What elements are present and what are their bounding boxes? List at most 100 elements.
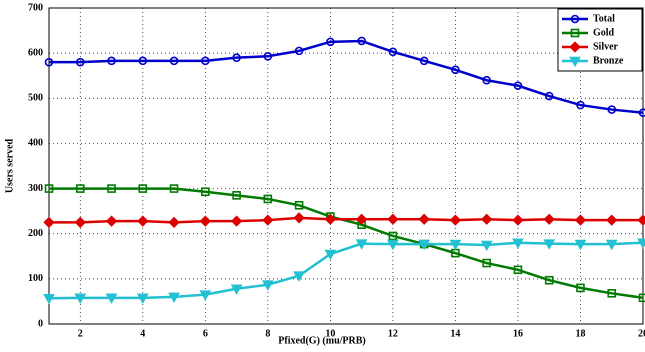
marker <box>293 212 305 224</box>
marker <box>168 216 180 229</box>
legend-label: Gold <box>593 27 615 38</box>
marker <box>262 214 274 226</box>
marker <box>481 213 493 225</box>
x-tick-label: 8 <box>265 328 270 339</box>
marker <box>230 284 243 295</box>
y-tick-label: 700 <box>28 2 43 13</box>
x-tick-label: 16 <box>513 328 523 339</box>
marker <box>168 292 180 304</box>
legend-marker <box>569 56 581 68</box>
y-tick-label: 0 <box>38 318 43 329</box>
marker <box>263 194 273 204</box>
marker <box>451 65 460 75</box>
marker <box>138 56 148 66</box>
x-tick-label: 2 <box>78 328 83 339</box>
y-tick-label: 300 <box>28 183 43 194</box>
marker <box>324 213 336 225</box>
series-line <box>48 241 644 300</box>
marker <box>294 46 304 56</box>
marker <box>169 184 179 193</box>
y-tick-label: 500 <box>28 93 43 104</box>
marker <box>513 81 523 90</box>
marker <box>43 216 55 229</box>
legend-marker <box>570 28 580 38</box>
marker <box>544 91 554 101</box>
marker <box>388 47 398 57</box>
marker <box>607 105 617 114</box>
marker <box>293 271 305 282</box>
marker <box>482 75 491 85</box>
x-tick-label: 20 <box>638 328 645 339</box>
marker <box>138 184 148 193</box>
marker <box>107 56 116 66</box>
marker <box>75 57 85 67</box>
series-line <box>49 39 644 114</box>
marker <box>326 37 335 47</box>
marker <box>136 293 149 304</box>
marker <box>637 214 645 226</box>
marker <box>232 191 241 200</box>
marker <box>105 293 118 304</box>
y-tick-label: 600 <box>28 47 43 58</box>
marker <box>107 184 116 193</box>
marker <box>105 215 118 227</box>
marker <box>574 239 587 251</box>
marker <box>357 36 366 46</box>
marker <box>75 184 85 193</box>
x-tick-label: 6 <box>203 328 208 339</box>
legend-label: Silver <box>593 41 619 52</box>
marker <box>637 238 645 249</box>
marker <box>263 52 273 61</box>
legend-marker <box>569 41 581 53</box>
marker <box>261 280 274 291</box>
series-line <box>49 187 644 300</box>
marker <box>638 108 645 118</box>
x-tick-label: 12 <box>388 328 398 339</box>
legend-marker <box>570 14 580 24</box>
marker <box>387 239 399 251</box>
marker <box>418 239 431 251</box>
marker <box>606 214 618 226</box>
marker <box>44 57 54 67</box>
marker <box>355 239 368 250</box>
x-tick-label: 18 <box>575 328 585 339</box>
marker <box>607 289 617 298</box>
y-tick-label: 400 <box>28 138 43 149</box>
x-axis-label: Pfixed(G) (mu/PRB) <box>278 335 366 346</box>
marker <box>512 214 524 226</box>
marker <box>513 265 523 275</box>
marker <box>201 56 210 66</box>
marker <box>230 215 243 227</box>
x-tick-label: 14 <box>450 328 460 339</box>
marker <box>482 258 491 268</box>
marker <box>605 239 618 251</box>
marker <box>199 215 211 227</box>
marker <box>419 56 429 66</box>
marker <box>137 215 149 227</box>
marker <box>576 283 585 293</box>
marker <box>201 187 210 197</box>
y-tick-label: 200 <box>28 228 43 239</box>
marker <box>388 231 398 241</box>
marker <box>512 238 524 249</box>
marker <box>480 240 493 252</box>
x-tick-label: 10 <box>325 328 335 339</box>
legend-label: Total <box>593 13 615 24</box>
marker <box>294 200 304 210</box>
plot-area <box>48 7 644 325</box>
x-tick-label: 4 <box>140 328 145 339</box>
marker <box>169 56 179 66</box>
marker <box>576 100 585 110</box>
marker <box>574 214 587 226</box>
legend-label: Bronze <box>593 55 624 66</box>
marker <box>43 293 55 305</box>
marker <box>44 184 54 193</box>
y-tick-label: 100 <box>28 273 43 284</box>
marker <box>449 239 462 251</box>
marker <box>418 213 430 225</box>
marker <box>543 213 555 225</box>
marker <box>232 53 241 62</box>
marker <box>449 214 462 226</box>
marker <box>324 249 337 261</box>
